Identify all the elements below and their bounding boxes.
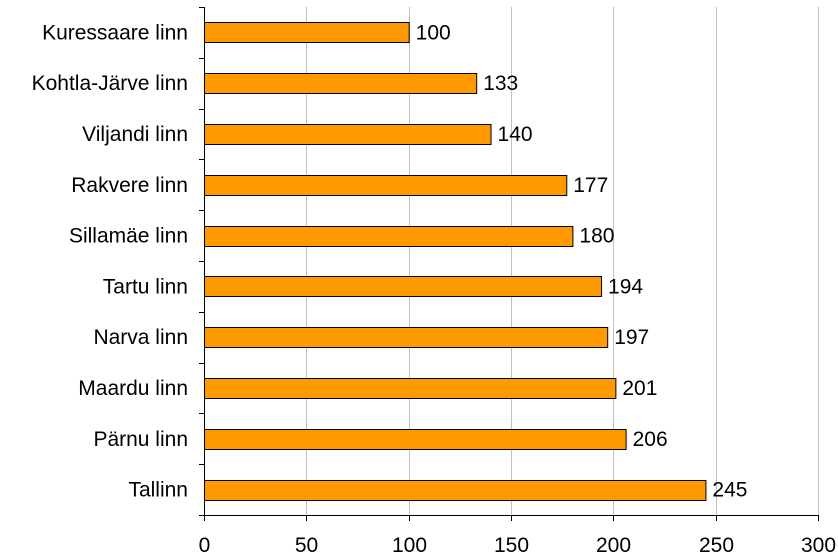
category-label: Sillamäe linn [69,225,188,248]
category-label: Rakvere linn [71,174,188,197]
bar [204,429,627,450]
x-tick-label: 200 [596,534,631,557]
bar [204,124,492,145]
bar [204,480,707,501]
x-tick-label: 100 [392,534,427,557]
category-label: Pärnu linn [93,428,188,451]
data-label: 201 [622,377,657,400]
category-label: Maardu linn [78,377,188,400]
labels: Kuressaare linn 100 Kohtla-Järve linn 133 Vi… [32,21,836,557]
bar [204,378,617,399]
data-label: 206 [633,428,668,451]
data-label: 100 [416,21,451,44]
data-label: 140 [498,123,533,146]
bars [204,22,707,501]
category-label: Kohtla-Järve linn [32,72,188,95]
data-label: 194 [608,275,643,298]
category-label: Kuressaare linn [42,21,188,44]
x-tick-label: 0 [199,534,211,557]
bar [204,226,574,247]
data-label: 133 [483,72,518,95]
category-label: Narva linn [93,326,188,349]
x-tick-label: 300 [801,534,836,557]
data-label: 197 [614,326,649,349]
x-tick-label: 150 [494,534,529,557]
bar [204,22,410,43]
data-label: 245 [712,479,747,502]
x-tick-label: 250 [699,534,734,557]
axes [199,7,819,521]
x-tick-label: 50 [295,534,318,557]
bar [204,276,603,297]
bar [204,327,609,348]
bar [204,175,568,196]
bar [204,73,478,94]
category-label: Tartu linn [103,275,188,298]
data-label: 180 [579,225,614,248]
data-label: 177 [573,174,608,197]
category-label: Viljandi linn [82,123,188,146]
category-label: Tallinn [128,479,188,502]
